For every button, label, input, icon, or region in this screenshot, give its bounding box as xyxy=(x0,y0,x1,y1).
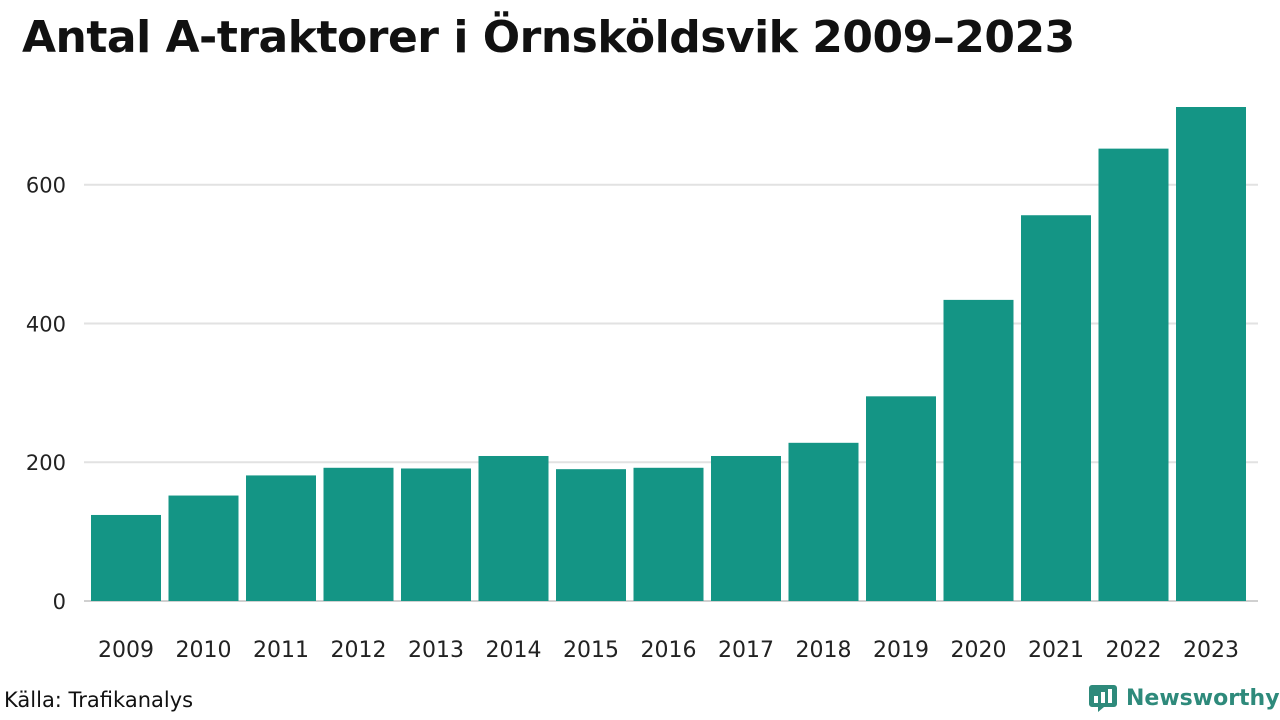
x-tick-label: 2020 xyxy=(951,638,1007,663)
bar-2017 xyxy=(711,455,781,601)
brand-name: Newsworthy xyxy=(1126,685,1280,711)
bar-2016 xyxy=(633,467,704,601)
bar-2015 xyxy=(556,469,626,601)
y-tick-label: 400 xyxy=(26,312,66,336)
bar-2022 xyxy=(1098,148,1169,601)
bar-chart-speech-bubble-icon xyxy=(1089,685,1117,712)
bars xyxy=(91,107,1246,601)
x-tick-label: 2023 xyxy=(1183,638,1239,663)
y-tick-label: 200 xyxy=(26,451,66,475)
y-tick-label: 0 xyxy=(53,590,66,614)
bar-2013 xyxy=(401,468,471,601)
x-tick-label: 2016 xyxy=(641,638,697,663)
source-note: Källa: Trafikanalys xyxy=(4,688,194,712)
bar-2009 xyxy=(91,514,161,601)
x-tick-label: 2022 xyxy=(1106,638,1162,663)
x-tick-label: 2015 xyxy=(563,638,619,663)
x-tick-label: 2013 xyxy=(408,638,464,663)
bar-2020 xyxy=(943,299,1014,601)
bar-2014 xyxy=(478,455,549,601)
newsworthy-logo: Newsworthy xyxy=(1088,683,1280,713)
x-tick-label: 2014 xyxy=(486,638,542,663)
x-axis-ticks: 2009 2010 2011 2012 2013 2014 2015 2016 2017 2018… xyxy=(98,638,1239,663)
y-tick-label: 600 xyxy=(26,174,66,198)
bar-2023 xyxy=(1176,107,1246,601)
bar-2011 xyxy=(246,475,316,601)
bar-2021 xyxy=(1021,215,1091,601)
x-tick-label: 2018 xyxy=(796,638,852,663)
bar-2010 xyxy=(168,495,239,601)
x-tick-label: 2012 xyxy=(331,638,387,663)
chart-title: Antal A-traktorer i Örnsköldsvik 2009–20… xyxy=(22,12,1075,63)
x-tick-label: 2010 xyxy=(176,638,232,663)
bar-2018 xyxy=(788,442,859,601)
x-tick-label: 2019 xyxy=(873,638,929,663)
x-tick-label: 2009 xyxy=(98,638,154,663)
bar-2019 xyxy=(866,396,936,601)
x-tick-label: 2021 xyxy=(1028,638,1084,663)
bar-2012 xyxy=(323,467,394,601)
y-axis-ticks: 0 200 400 600 xyxy=(26,174,66,614)
x-tick-label: 2011 xyxy=(253,638,309,663)
x-tick-label: 2017 xyxy=(718,638,774,663)
